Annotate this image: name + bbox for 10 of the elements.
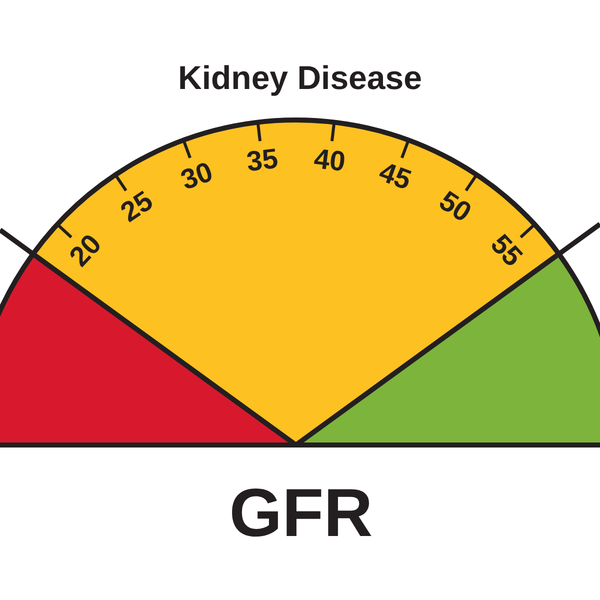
text: GFR bbox=[229, 475, 373, 551]
text: 50 bbox=[434, 184, 478, 228]
text: 30 bbox=[176, 156, 217, 196]
chart-title: Kidney Disease bbox=[178, 59, 422, 96]
text: 55 bbox=[484, 228, 529, 272]
text: 45 bbox=[375, 156, 416, 196]
text: 20 bbox=[63, 228, 108, 272]
text: 40 bbox=[312, 142, 348, 178]
text: 25 bbox=[114, 184, 158, 228]
text: 35 bbox=[244, 142, 280, 178]
